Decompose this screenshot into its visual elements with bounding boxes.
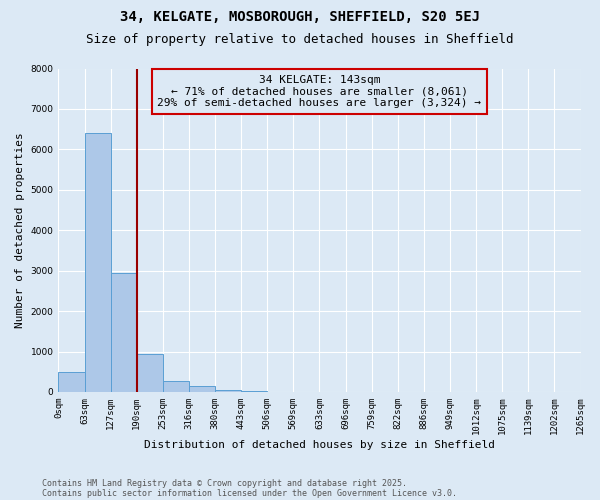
Text: Size of property relative to detached houses in Sheffield: Size of property relative to detached ho… — [86, 32, 514, 46]
Y-axis label: Number of detached properties: Number of detached properties — [15, 132, 25, 328]
Bar — [137, 354, 163, 392]
Bar — [241, 391, 267, 392]
Bar — [110, 272, 137, 392]
X-axis label: Distribution of detached houses by size in Sheffield: Distribution of detached houses by size … — [144, 440, 495, 450]
Bar — [163, 380, 189, 392]
Text: Contains HM Land Registry data © Crown copyright and database right 2025.: Contains HM Land Registry data © Crown c… — [42, 478, 407, 488]
Text: Contains public sector information licensed under the Open Government Licence v3: Contains public sector information licen… — [42, 488, 457, 498]
Bar — [85, 133, 110, 392]
Bar — [58, 372, 85, 392]
Text: 34 KELGATE: 143sqm
← 71% of detached houses are smaller (8,061)
29% of semi-deta: 34 KELGATE: 143sqm ← 71% of detached hou… — [157, 75, 481, 108]
Bar — [215, 390, 241, 392]
Bar — [189, 386, 215, 392]
Text: 34, KELGATE, MOSBOROUGH, SHEFFIELD, S20 5EJ: 34, KELGATE, MOSBOROUGH, SHEFFIELD, S20 … — [120, 10, 480, 24]
